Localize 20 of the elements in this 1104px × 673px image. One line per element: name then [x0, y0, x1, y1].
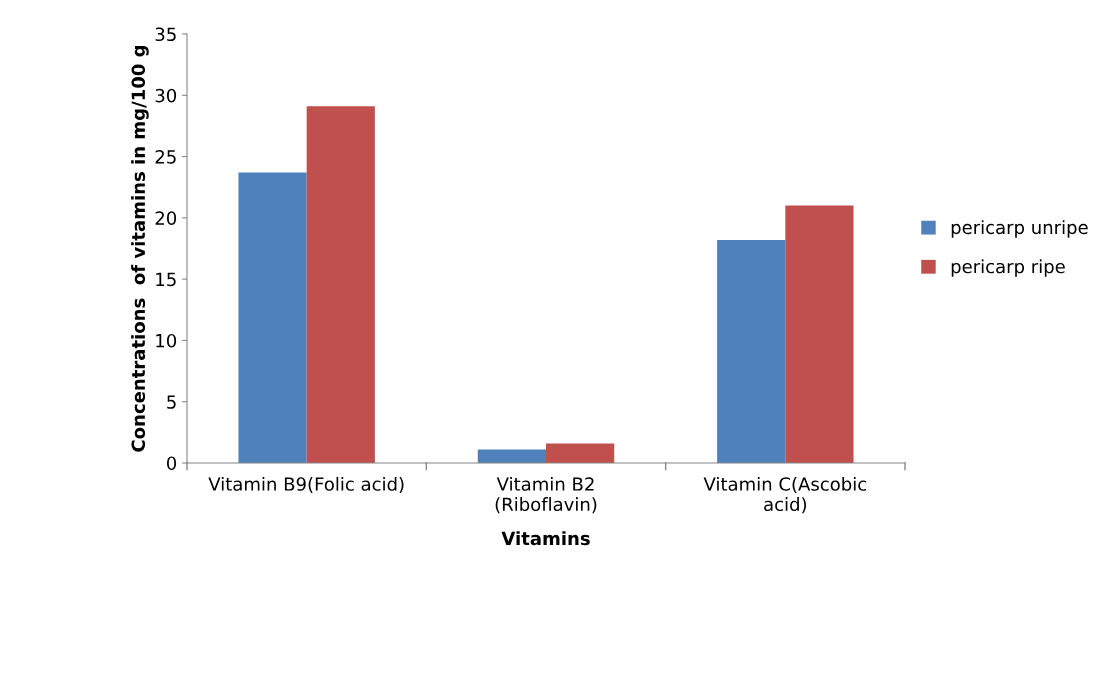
x-tick-label: Vitamin C(Ascobic acid) [703, 476, 867, 514]
bar [546, 443, 615, 463]
y-tick-label: 10 [156, 333, 177, 348]
y-tick-label: 25 [155, 150, 176, 164]
x-tick-label: Vitamin B9(Folic acid) [208, 476, 404, 493]
y-tick-label: 5 [167, 395, 176, 409]
bar [238, 172, 307, 463]
y-tick-label: 0 [166, 456, 177, 471]
y-axis-title: Concentrations of vitamins in mg/100 g [131, 45, 149, 452]
legend-label: pericarp unripe [951, 220, 1088, 238]
y-tick-label: 30 [155, 88, 177, 103]
y-tick-label: 15 [156, 272, 176, 287]
legend-label: pericarp ripe [951, 259, 1065, 277]
x-axis-title: Vitamins [501, 531, 590, 546]
y-tick-label: 20 [155, 211, 177, 225]
y-tick-label: 35 [155, 27, 176, 42]
x-tick-label: Vitamin B2 (Riboflavin) [495, 476, 597, 514]
bar [785, 205, 854, 463]
bar [306, 106, 375, 463]
bar [717, 239, 786, 463]
